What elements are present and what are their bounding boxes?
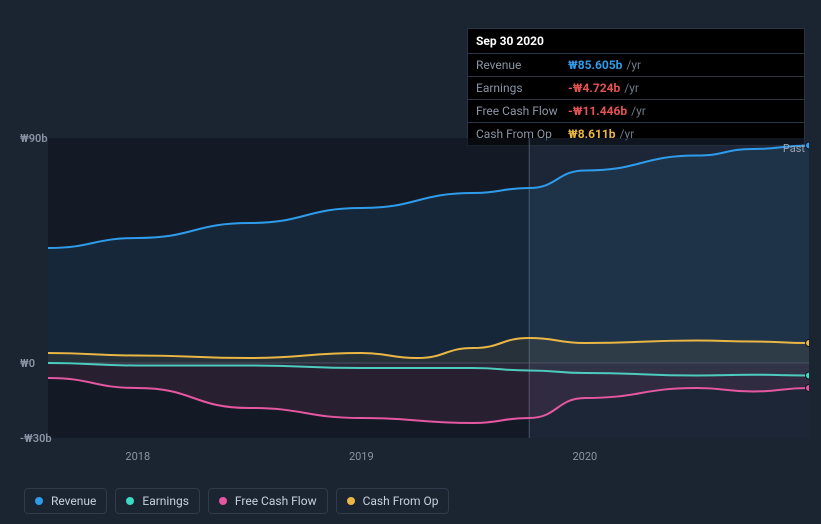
y-axis-label: ₩90b: [20, 132, 48, 145]
chart-legend: Revenue Earnings Free Cash Flow Cash From O…: [24, 488, 449, 514]
legend-label: Cash From Op: [363, 494, 439, 508]
tooltip-row-value: ₩85.605b: [568, 58, 622, 72]
tooltip-row-value: -₩11.446b: [568, 104, 627, 118]
tooltip-row-value: -₩4.724b: [568, 81, 620, 95]
legend-item-free-cash-flow[interactable]: Free Cash Flow: [208, 488, 328, 514]
y-axis-label: ₩0: [20, 357, 35, 370]
x-axis-label: 2018: [125, 450, 150, 463]
tooltip-row-label: Earnings: [476, 81, 568, 95]
tooltip-row-unit: /yr: [631, 104, 646, 118]
legend-dot-icon: [35, 497, 43, 505]
chart-area: Past ₩90b ₩0 -₩30b 2018 2019 2020: [18, 120, 809, 500]
tooltip-row-label: Free Cash Flow: [476, 104, 568, 118]
legend-item-revenue[interactable]: Revenue: [24, 488, 107, 514]
tooltip-date: Sep 30 2020: [468, 29, 804, 54]
legend-dot-icon: [219, 497, 227, 505]
x-axis-label: 2019: [349, 450, 374, 463]
x-axis-label: 2020: [572, 450, 597, 463]
legend-dot-icon: [126, 497, 134, 505]
y-axis-label: -₩30b: [20, 432, 52, 445]
legend-item-cash-from-op[interactable]: Cash From Op: [336, 488, 450, 514]
legend-dot-icon: [347, 497, 355, 505]
legend-item-earnings[interactable]: Earnings: [115, 488, 200, 514]
past-label: Past: [783, 142, 805, 155]
tooltip-row: Revenue₩85.605b/yr: [468, 54, 804, 77]
tooltip-row: Earnings-₩4.724b/yr: [468, 77, 804, 100]
legend-label: Earnings: [142, 494, 189, 508]
tooltip-row-label: Revenue: [476, 58, 568, 72]
legend-label: Revenue: [51, 494, 96, 508]
tooltip-row-unit: /yr: [624, 81, 639, 95]
chart-plot[interactable]: Past: [48, 138, 809, 438]
tooltip-row-unit: /yr: [626, 58, 641, 72]
legend-label: Free Cash Flow: [235, 494, 317, 508]
